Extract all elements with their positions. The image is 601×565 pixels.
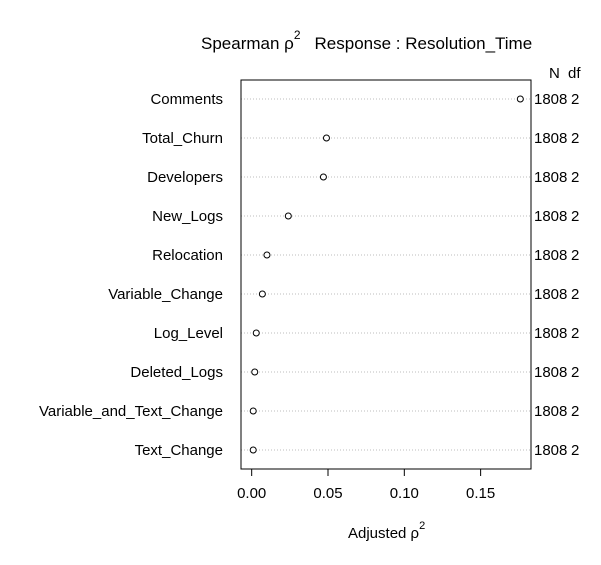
category-label: Relocation: [152, 247, 223, 264]
title-stat-symbol: ρ: [284, 34, 294, 53]
data-point: [249, 407, 257, 415]
xlabel-symbol: ρ: [411, 525, 420, 542]
category-label: Variable_and_Text_Change: [39, 403, 223, 420]
header-n: N: [549, 65, 560, 82]
category-label: Developers: [147, 169, 223, 186]
data-point: [284, 212, 292, 220]
df-value: 2: [571, 286, 579, 303]
x-tick-label: 0.00: [237, 485, 266, 502]
header-df: df: [568, 65, 581, 82]
gridlines: [241, 98, 531, 451]
df-value: 2: [571, 208, 579, 225]
category-label: Log_Level: [154, 325, 223, 342]
df-value: 2: [571, 130, 579, 147]
data-point: [252, 329, 260, 337]
category-label: Total_Churn: [142, 130, 223, 147]
category-label: Deleted_Logs: [130, 364, 223, 381]
n-value: 1808: [534, 247, 567, 264]
n-value: 1808: [534, 403, 567, 420]
df-value: 2: [571, 442, 579, 459]
df-value: 2: [571, 325, 579, 342]
data-point: [322, 134, 330, 142]
df-value: 2: [571, 403, 579, 420]
data-point: [263, 251, 271, 259]
title-stat-exponent: 2: [294, 28, 301, 42]
n-value: 1808: [534, 286, 567, 303]
df-value: 2: [571, 364, 579, 381]
n-value: 1808: [534, 130, 567, 147]
data-point: [516, 95, 524, 103]
xlabel-text: Adjusted: [348, 525, 411, 542]
n-value: 1808: [534, 208, 567, 225]
data-point: [251, 368, 259, 376]
n-value: 1808: [534, 325, 567, 342]
title-response: Response : Resolution_Time: [315, 34, 533, 53]
df-value: 2: [571, 169, 579, 186]
df-value: 2: [571, 247, 579, 264]
title-stat-prefix: Spearman: [201, 34, 284, 53]
data-point: [249, 446, 257, 454]
x-tick-label: 0.10: [390, 485, 419, 502]
category-label: Comments: [150, 91, 223, 108]
category-label: New_Logs: [152, 208, 223, 225]
xlabel-exponent: 2: [419, 520, 425, 532]
data-point: [258, 290, 266, 298]
category-label: Text_Change: [135, 442, 223, 459]
data-point: [319, 173, 327, 181]
n-value: 1808: [534, 364, 567, 381]
data-points: [249, 95, 524, 454]
x-tick-label: 0.15: [466, 485, 495, 502]
df-value: 2: [571, 91, 579, 108]
n-value: 1808: [534, 442, 567, 459]
x-tick-label: 0.05: [313, 485, 342, 502]
n-value: 1808: [534, 91, 567, 108]
chart-title: Spearman ρ2 Response : Resolution_Time: [201, 28, 532, 53]
x-axis: 0.00 0.05 0.10 0.15: [237, 468, 495, 502]
n-value: 1808: [534, 169, 567, 186]
category-labels: Comments Total_Churn Developers New_Logs Rel…: [39, 91, 223, 459]
x-axis-label: Adjusted ρ2: [348, 520, 425, 542]
category-label: Variable_Change: [108, 286, 223, 303]
